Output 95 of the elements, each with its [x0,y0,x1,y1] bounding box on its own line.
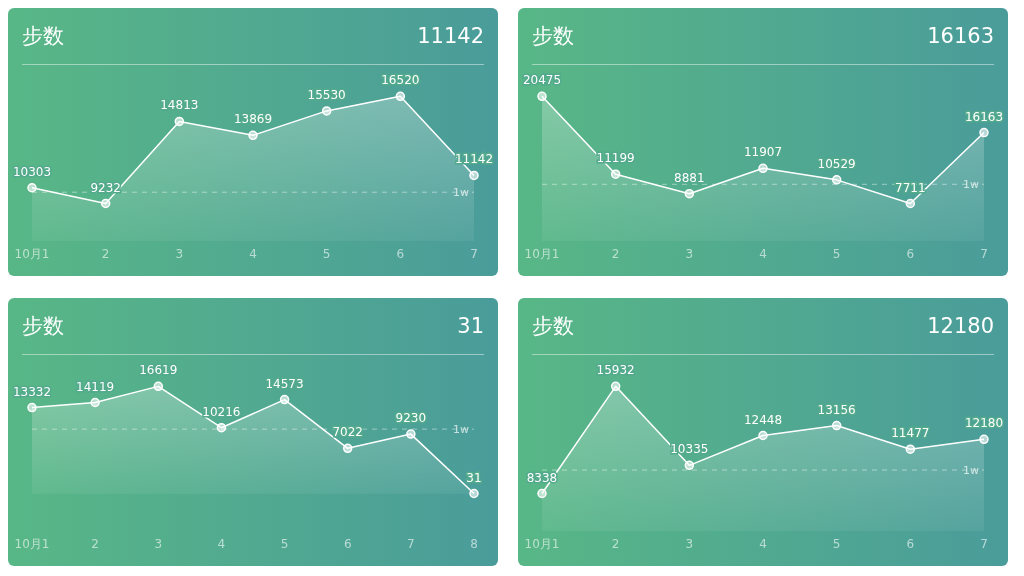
x-tick-label: 7 [980,246,988,261]
x-tick-label: 3 [685,246,694,261]
point [758,163,768,174]
x-tick-label: 5 [832,536,841,551]
data-label: 14813 [160,98,199,113]
x-tick-label: 2 [101,246,110,261]
data-label: 11907 [743,145,783,160]
point [216,422,227,433]
point [90,397,100,408]
point [174,116,185,127]
point [27,183,37,193]
x-tick-label: 6 [906,246,915,261]
text: 12180 [927,314,994,338]
point [905,444,916,454]
text: 16163 [927,24,994,48]
data-label: 9232 [90,180,121,195]
point [831,175,842,185]
annotation: 31 [457,314,484,338]
data-label: 12448 [743,412,783,427]
point [905,198,916,209]
data-label: 9230 [395,411,427,426]
x-tick-label: 5 [322,246,331,261]
x-tick-label: 3 [685,536,694,551]
x-tick-label: 6 [343,536,352,551]
x-tick-label: 3 [154,536,163,551]
point [321,106,332,116]
x-tick-label: 4 [217,536,226,551]
x-tick-label: 2 [91,536,99,551]
point [248,130,258,141]
x-tick-label: 4 [249,246,257,261]
point [979,434,989,445]
x-tick-label: 4 [759,536,767,551]
point [153,381,164,392]
data-label: 13332 [12,384,52,399]
data-label: 16163 [964,109,1004,124]
ref-line-label: 1w [963,178,979,192]
point [537,91,547,102]
point [684,188,695,199]
x-tick-label: 5 [832,246,841,261]
data-label: 13869 [233,112,273,127]
data-label: 16619 [139,363,178,378]
point [100,198,111,209]
point [758,430,768,441]
ref-line-label: 1w [453,186,469,200]
point [27,402,37,413]
text: 11142 [417,24,484,48]
data-label: 7022 [332,425,363,440]
data-label: 20475 [522,73,562,88]
data-label: 15530 [307,87,346,102]
x-tick-label: 10月1 [14,246,50,261]
x-tick-label: 3 [175,246,184,261]
x-tick-label: 10月1 [524,536,560,551]
point [469,170,479,181]
point [610,169,621,179]
x-tick-label: 6 [906,536,915,551]
data-label: 31 [466,470,482,485]
x-tick-label: 10月1 [14,536,50,551]
data-label: 11477 [891,426,930,441]
data-label: 12180 [964,416,1004,431]
x-tick-label: 7 [470,246,478,261]
point [469,488,479,499]
x-tick-label: 2 [611,246,620,261]
x-tick-label: 10月1 [524,246,560,261]
data-label: 10529 [817,156,856,171]
data-label: 10216 [202,404,241,419]
data-label: 8881 [674,170,705,185]
chart-title: 步数 [532,23,574,50]
ref-line-label: 1w [453,423,469,437]
point [342,443,353,454]
point [831,420,842,431]
point [610,381,621,392]
x-tick-label: 5 [280,536,289,551]
chart-title: 步数 [22,23,64,50]
data-label: 15932 [596,363,635,378]
x-tick-label: 4 [759,246,767,261]
data-label: 14119 [76,379,115,394]
chart-title: 步数 [22,313,64,340]
point [537,488,547,499]
x-tick-label: 7 [980,536,988,551]
x-tick-label: 7 [407,536,415,551]
ref-line-label: 1w [963,463,979,477]
point [406,429,416,439]
x-tick-label: 2 [611,536,620,551]
point [395,91,406,102]
data-label: 13156 [817,402,856,417]
point [279,394,290,405]
data-label: 7711 [895,180,926,195]
data-label: 16520 [381,73,420,88]
x-tick-label: 6 [396,246,405,261]
data-label: 10303 [12,164,52,179]
data-label: 14573 [265,376,304,391]
chart-title: 步数 [532,313,574,340]
x-tick-label: 8 [470,536,478,551]
point [979,127,989,138]
point [684,460,695,471]
